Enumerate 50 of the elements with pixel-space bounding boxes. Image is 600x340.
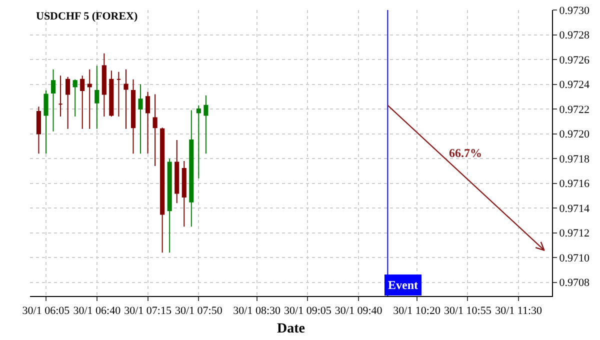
x-tick-label: 30/1 10:55 bbox=[444, 305, 492, 318]
candlestick bbox=[116, 71, 121, 117]
candlestick bbox=[189, 110, 194, 228]
candlestick bbox=[174, 140, 180, 204]
candlestick bbox=[66, 76, 70, 130]
y-tick-label: 0.9718 bbox=[559, 153, 590, 166]
candlestick bbox=[130, 78, 136, 154]
y-tick-label: 0.9720 bbox=[559, 128, 590, 141]
y-tick-label: 0.9712 bbox=[559, 228, 590, 240]
candlestick bbox=[87, 68, 92, 130]
candlestick bbox=[36, 106, 42, 154]
candlestick bbox=[138, 84, 143, 154]
x-tick-label: 30/1 09:40 bbox=[334, 305, 383, 318]
x-tick-label: 30/1 09:05 bbox=[284, 305, 332, 318]
annotation: 66.7% bbox=[449, 146, 482, 160]
x-tick-label: 30/1 07:15 bbox=[124, 305, 172, 318]
candlestick bbox=[124, 68, 128, 130]
candlestick bbox=[109, 70, 114, 117]
x-tick-label: 30/1 08:30 bbox=[233, 305, 282, 318]
chart-title: USDCHF 5 (FOREX) bbox=[36, 10, 138, 23]
y-tick-label: 0.9710 bbox=[559, 252, 590, 264]
y-tick-label: 0.9724 bbox=[559, 79, 590, 92]
candlestick bbox=[160, 127, 165, 254]
x-tick-label: 30/1 10:20 bbox=[393, 305, 441, 318]
y-tick-label: 0.9708 bbox=[559, 277, 590, 290]
x-tick-label: 30/1 11:30 bbox=[495, 305, 543, 318]
candlestick bbox=[50, 68, 56, 132]
candlestick bbox=[44, 90, 48, 154]
y-tick-label: 0.9730 bbox=[559, 4, 590, 17]
candlestick bbox=[152, 94, 158, 166]
candlestick bbox=[167, 158, 172, 254]
candlestick bbox=[196, 104, 201, 179]
candlestick bbox=[58, 75, 63, 117]
x-axis-title: Date bbox=[277, 322, 305, 336]
candlestick bbox=[204, 94, 208, 154]
candlestick bbox=[72, 78, 78, 117]
y-tick-label: 0.9714 bbox=[559, 202, 590, 215]
x-tick-label: 30/1 06:05 bbox=[22, 305, 70, 318]
x-tick-label: 30/1 06:40 bbox=[73, 305, 122, 318]
candlestick bbox=[80, 75, 85, 130]
ref-line-label: Event bbox=[388, 278, 418, 292]
y-tick-label: 0.9728 bbox=[559, 30, 590, 42]
y-tick-label: 0.9722 bbox=[559, 104, 590, 116]
y-tick-label: 0.9726 bbox=[559, 54, 590, 66]
candlestick bbox=[102, 52, 106, 117]
x-tick-label: 30/1 07:50 bbox=[174, 305, 223, 318]
candlestick bbox=[182, 160, 186, 228]
candlestick bbox=[94, 65, 100, 130]
y-tick-label: 0.9716 bbox=[559, 178, 590, 190]
candlestick bbox=[146, 91, 150, 154]
